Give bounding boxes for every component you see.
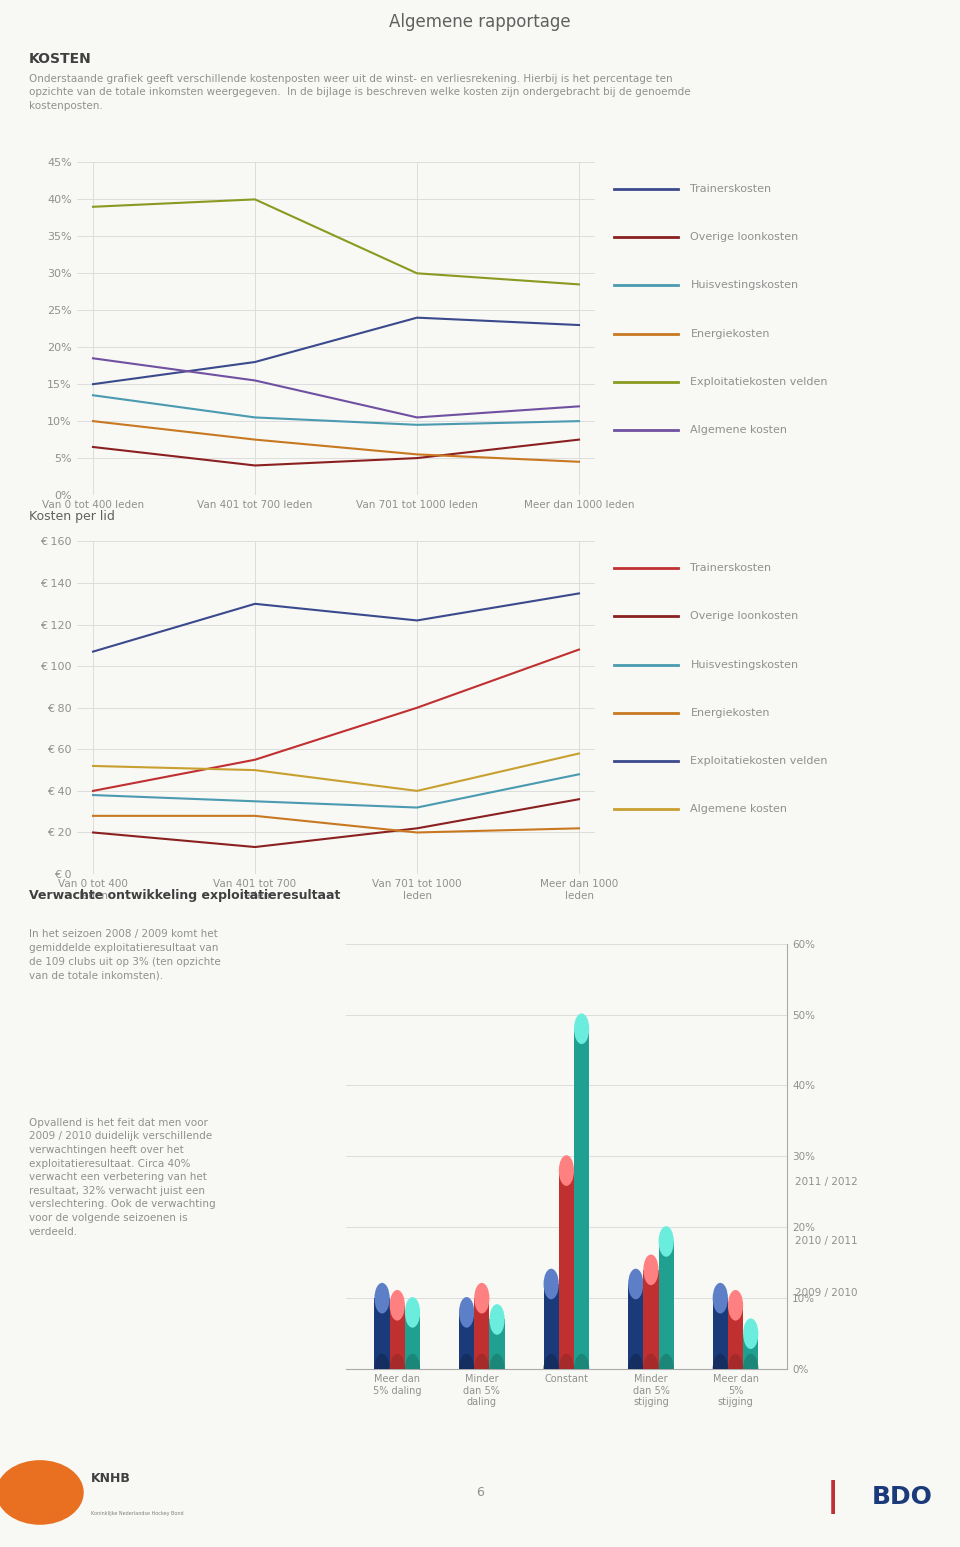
Bar — [490, 1320, 505, 1369]
Ellipse shape — [712, 1282, 728, 1313]
Bar — [374, 1298, 390, 1369]
Ellipse shape — [628, 1354, 643, 1385]
Bar — [559, 1171, 574, 1369]
Text: Verwachte ontwikkeling exploitatieresultaat: Verwachte ontwikkeling exploitatieresult… — [29, 890, 340, 902]
Ellipse shape — [374, 1354, 390, 1385]
Text: Algemene kosten: Algemene kosten — [690, 425, 787, 435]
Text: Exploitatiekosten velden: Exploitatiekosten velden — [690, 377, 828, 387]
Text: 2010 / 2011: 2010 / 2011 — [795, 1236, 857, 1247]
Ellipse shape — [628, 1269, 643, 1299]
Ellipse shape — [659, 1227, 674, 1256]
Ellipse shape — [643, 1354, 659, 1385]
Ellipse shape — [459, 1296, 474, 1327]
Text: KNHB: KNHB — [90, 1471, 131, 1485]
Bar — [574, 1029, 589, 1369]
Text: Energiekosten: Energiekosten — [690, 328, 770, 339]
Bar — [728, 1306, 743, 1369]
Text: Exploitatiekosten velden: Exploitatiekosten velden — [690, 756, 828, 766]
Ellipse shape — [405, 1296, 420, 1327]
Ellipse shape — [643, 1255, 659, 1286]
Text: Algemene kosten: Algemene kosten — [690, 804, 787, 814]
Text: 2009 / 2010: 2009 / 2010 — [795, 1287, 857, 1298]
Text: Overige loonkosten: Overige loonkosten — [690, 611, 799, 622]
Text: 6: 6 — [476, 1487, 484, 1499]
Ellipse shape — [574, 1354, 589, 1385]
Text: Overige loonkosten: Overige loonkosten — [690, 232, 799, 243]
Ellipse shape — [743, 1354, 758, 1385]
Ellipse shape — [728, 1354, 743, 1385]
Text: Koninklijke Nederlandse Hockey Bond: Koninklijke Nederlandse Hockey Bond — [90, 1511, 183, 1516]
Text: BDO: BDO — [872, 1485, 932, 1508]
Text: Trainerskosten: Trainerskosten — [690, 184, 772, 193]
Ellipse shape — [574, 1013, 589, 1044]
Ellipse shape — [374, 1282, 390, 1313]
Circle shape — [0, 1460, 84, 1525]
Ellipse shape — [390, 1290, 405, 1321]
Text: Opvallend is het feit dat men voor
2009 / 2010 duidelijk verschillende
verwachti: Opvallend is het feit dat men voor 2009 … — [29, 1118, 215, 1236]
Ellipse shape — [474, 1282, 490, 1313]
Text: 2011 / 2012: 2011 / 2012 — [795, 1177, 858, 1187]
Bar — [712, 1298, 728, 1369]
Ellipse shape — [474, 1354, 490, 1385]
Bar — [659, 1241, 674, 1369]
Bar — [628, 1284, 643, 1369]
Bar — [643, 1270, 659, 1369]
Bar — [459, 1312, 474, 1369]
Bar — [743, 1334, 758, 1369]
Bar — [474, 1298, 490, 1369]
Bar — [543, 1284, 559, 1369]
Text: In het seizoen 2008 / 2009 komt het
gemiddelde exploitatieresultaat van
de 109 c: In het seizoen 2008 / 2009 komt het gemi… — [29, 930, 221, 981]
Ellipse shape — [559, 1354, 574, 1385]
Ellipse shape — [543, 1354, 559, 1385]
Ellipse shape — [390, 1354, 405, 1385]
Ellipse shape — [405, 1354, 420, 1385]
Ellipse shape — [543, 1269, 559, 1299]
Text: Kosten per lid: Kosten per lid — [29, 511, 114, 523]
Text: Onderstaande grafiek geeft verschillende kostenposten weer uit de winst- en verl: Onderstaande grafiek geeft verschillende… — [29, 74, 690, 111]
Text: Trainerskosten: Trainerskosten — [690, 563, 772, 572]
Text: Energiekosten: Energiekosten — [690, 707, 770, 718]
Ellipse shape — [459, 1354, 474, 1385]
Text: KOSTEN: KOSTEN — [29, 51, 91, 67]
Bar — [405, 1312, 420, 1369]
Ellipse shape — [659, 1354, 674, 1385]
Ellipse shape — [743, 1318, 758, 1349]
Text: Huisvestingskosten: Huisvestingskosten — [690, 280, 799, 291]
Ellipse shape — [559, 1156, 574, 1187]
Ellipse shape — [728, 1290, 743, 1321]
Text: Huisvestingskosten: Huisvestingskosten — [690, 659, 799, 670]
Text: |: | — [828, 1480, 839, 1513]
Ellipse shape — [490, 1354, 505, 1385]
Ellipse shape — [712, 1354, 728, 1385]
Ellipse shape — [490, 1304, 505, 1335]
Text: Algemene rapportage: Algemene rapportage — [389, 12, 571, 31]
Bar — [390, 1306, 405, 1369]
